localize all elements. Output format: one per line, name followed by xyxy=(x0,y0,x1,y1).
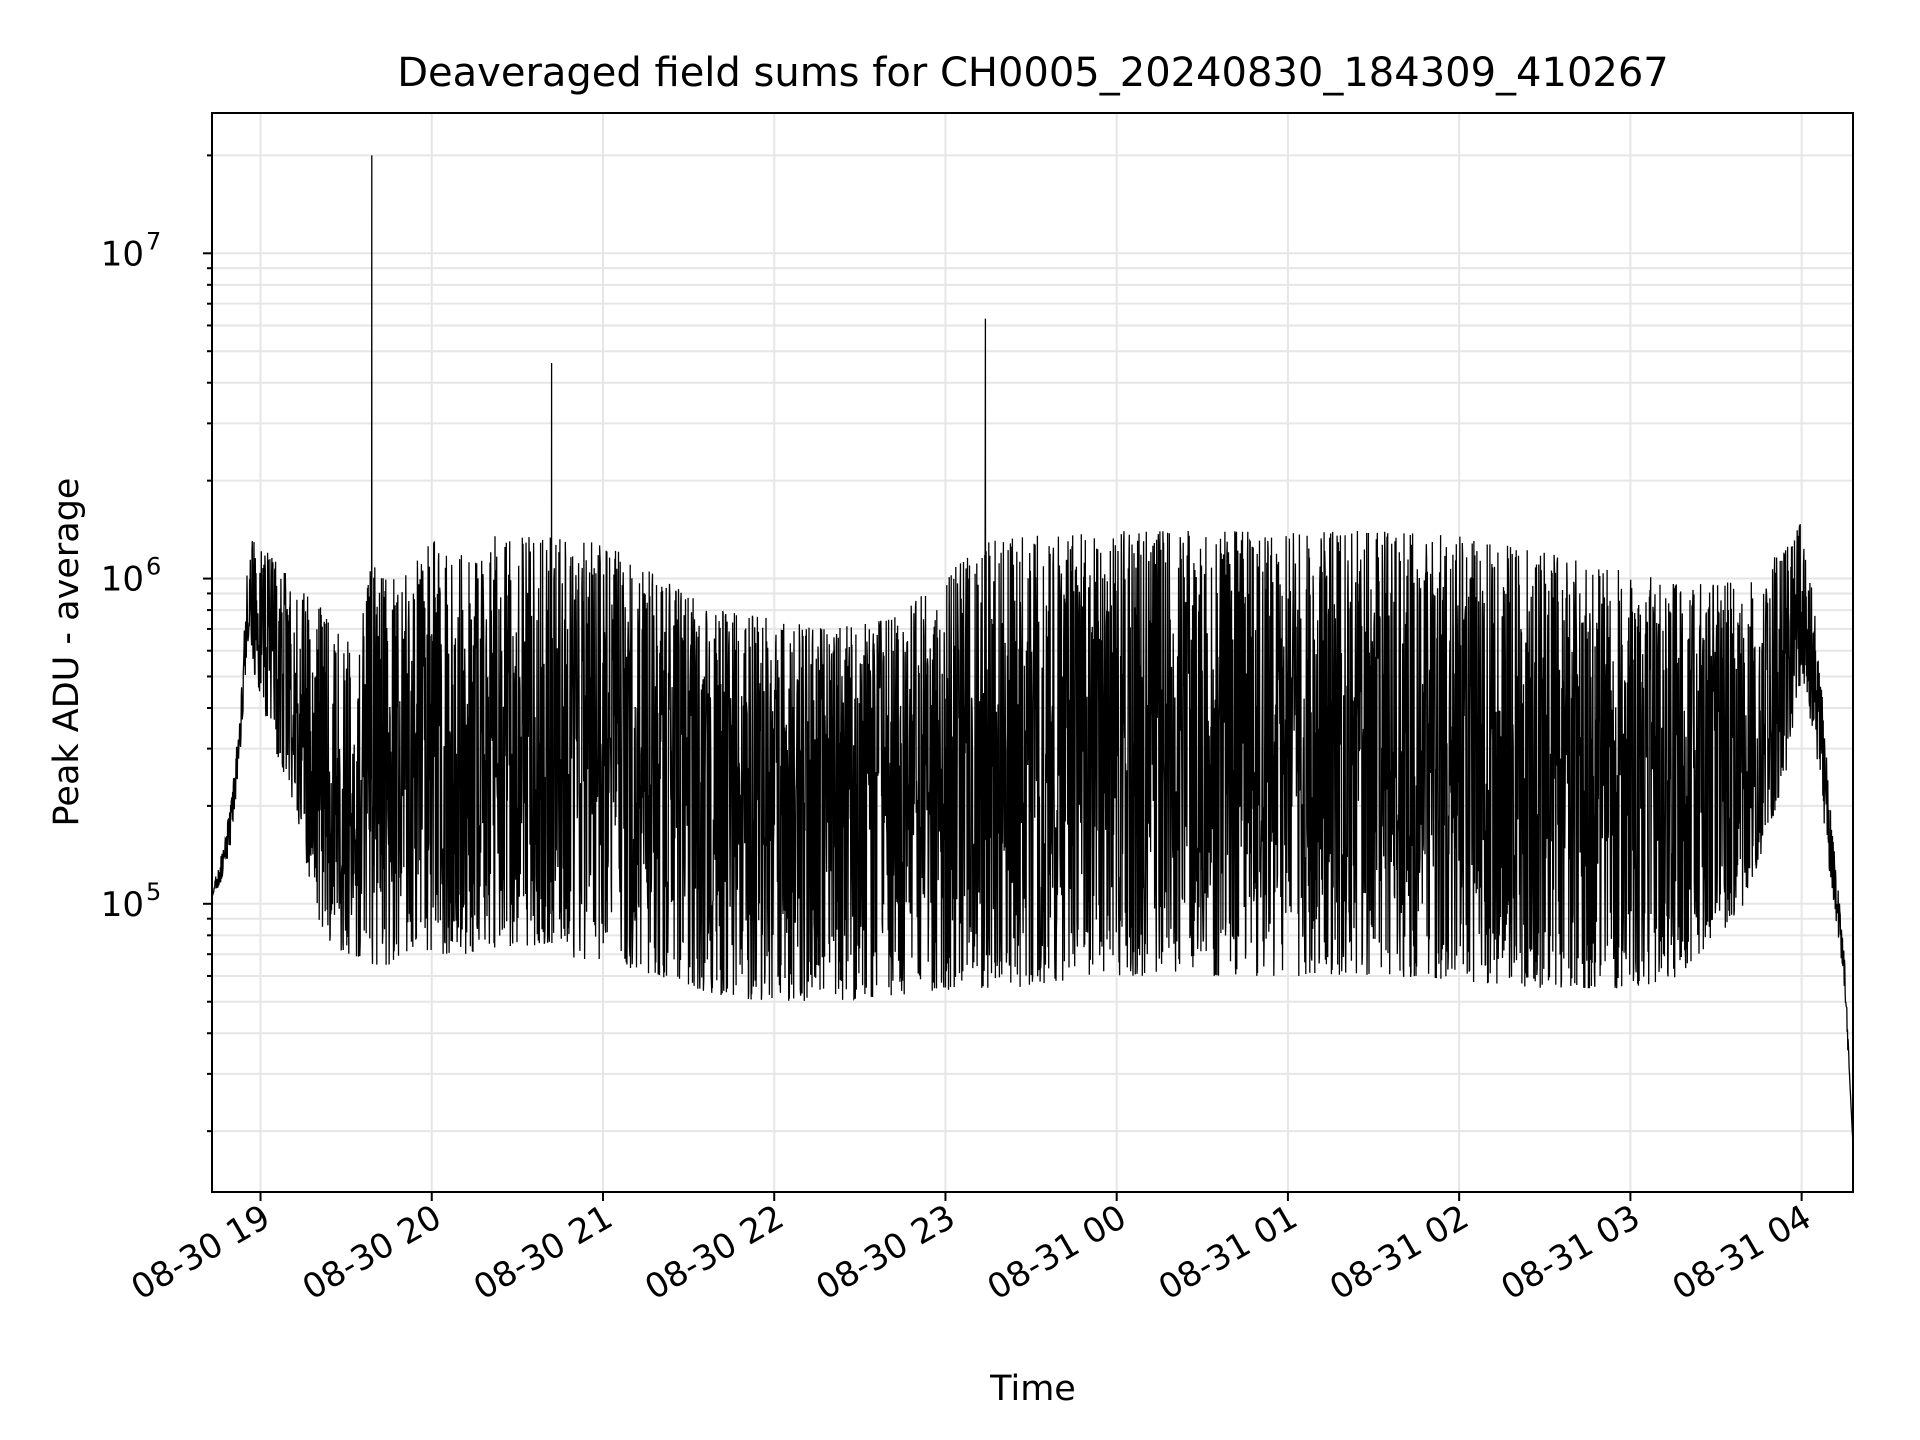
x-tick-label: 08-30 20 xyxy=(296,1197,448,1308)
x-axis-label: Time xyxy=(989,1369,1076,1409)
x-tick-label: 08-30 22 xyxy=(638,1197,790,1308)
y-tick-label: 10 xyxy=(101,234,144,274)
chart-title: Deaveraged field sums for CH0005_2024083… xyxy=(397,50,1669,96)
x-tick-label: 08-30 19 xyxy=(125,1197,277,1308)
x-tick-label: 08-31 01 xyxy=(1152,1197,1304,1308)
series-line xyxy=(211,155,1854,1147)
x-tick-label: 08-31 02 xyxy=(1323,1197,1475,1308)
y-tick-label-exponent: 7 xyxy=(146,227,161,255)
data-area xyxy=(211,155,1854,1147)
x-tick-label: 08-30 23 xyxy=(810,1197,962,1308)
y-tick-label: 10 xyxy=(101,885,144,925)
x-tick-label: 08-30 21 xyxy=(467,1197,619,1308)
y-tick-label-exponent: 6 xyxy=(146,553,161,581)
plot-frame xyxy=(211,112,1854,1193)
y-tick-label: 10 xyxy=(101,560,144,600)
y-tick-label-exponent: 5 xyxy=(146,878,161,906)
x-tick-label: 08-31 03 xyxy=(1495,1197,1647,1308)
x-tick-label: 08-31 00 xyxy=(981,1197,1133,1308)
x-tick-label: 08-31 04 xyxy=(1666,1197,1818,1308)
y-axis-label: Peak ADU - average xyxy=(47,478,87,827)
